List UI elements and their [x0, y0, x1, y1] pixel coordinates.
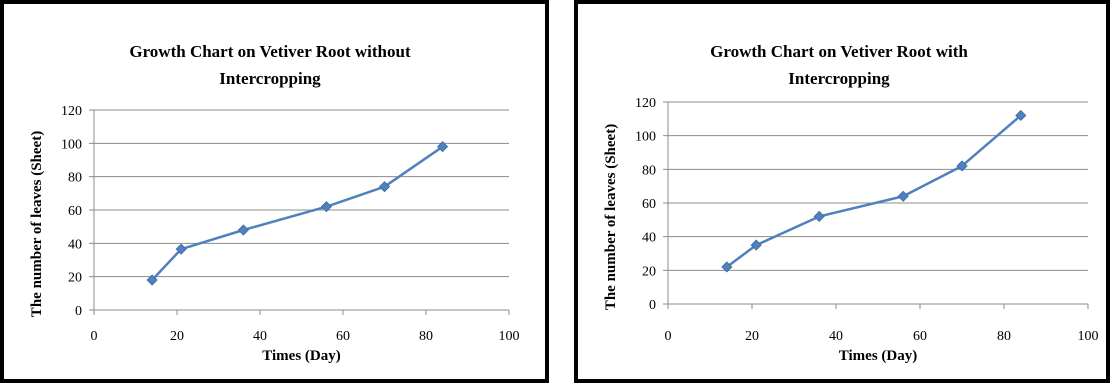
chart-panel-with-intercropping: Growth Chart on Vetiver Root with Intercr…: [574, 0, 1110, 383]
x-tick-label-60: 60: [336, 329, 350, 344]
x-tick-label-80: 80: [997, 329, 1011, 344]
data-point-day-84: [437, 141, 449, 153]
x-tick-label-100: 100: [499, 329, 520, 344]
data-point-day-21: [175, 243, 187, 255]
chart-title-line-2: Intercropping: [788, 69, 890, 88]
x-tick-label-0: 0: [665, 329, 672, 344]
data-point-day-36: [813, 210, 825, 223]
data-point-day-14: [146, 274, 158, 286]
data-point-day-70: [956, 160, 968, 172]
y-tick-label-80: 80: [642, 163, 656, 178]
y-tick-label-20: 20: [642, 264, 656, 279]
data-point-day-36: [237, 224, 249, 236]
data-point-day-56: [897, 190, 909, 202]
y-tick-label-60: 60: [642, 197, 656, 212]
x-axis-title: Times (Day): [262, 348, 340, 364]
x-tick-label-100: 100: [1078, 329, 1099, 344]
data-point-day-14: [721, 261, 733, 273]
y-tick-label-0: 0: [75, 304, 82, 319]
series-line: [151, 145, 444, 281]
chart-title-line-1: Growth Chart on Vetiver Root without: [129, 42, 411, 61]
data-point-day-21: [750, 239, 762, 251]
y-tick-label-100: 100: [61, 137, 82, 152]
y-tick-label-40: 40: [68, 237, 82, 252]
chart-title-line-1: Growth Chart on Vetiver Root with: [710, 42, 968, 61]
y-tick-label-80: 80: [68, 171, 82, 186]
x-tick-label-80: 80: [419, 329, 433, 344]
y-tick-label-40: 40: [642, 231, 656, 246]
data-point-day-70: [378, 181, 391, 193]
y-tick-label-120: 120: [635, 96, 656, 111]
y-tick-label-60: 60: [68, 204, 82, 219]
y-tick-label-100: 100: [635, 130, 656, 145]
x-axis-title: Times (Day): [839, 348, 917, 364]
data-point-day-84: [1015, 109, 1027, 122]
x-tick-label-40: 40: [253, 329, 267, 344]
chart-svg-without-intercropping: Growth Chart on Vetiver Root without Inte…: [29, 42, 520, 364]
y-axis-title: The number of leaves (Sheet): [603, 124, 619, 310]
y-tick-label-20: 20: [68, 271, 82, 286]
data-point-day-56: [320, 201, 332, 213]
y-tick-label-0: 0: [649, 298, 656, 313]
x-tick-label-0: 0: [91, 329, 98, 344]
series-line: [726, 114, 1022, 268]
x-tick-label-20: 20: [745, 329, 759, 344]
chart-panel-without-intercropping: Growth Chart on Vetiver Root without Inte…: [0, 0, 549, 383]
chart-svg-with-intercropping: Growth Chart on Vetiver Root with Intercr…: [603, 42, 1099, 364]
chart-title-line-2: Intercropping: [219, 69, 321, 88]
x-tick-label-40: 40: [829, 329, 843, 344]
y-axis-title: The number of leaves (Sheet): [29, 131, 45, 317]
x-tick-label-60: 60: [913, 329, 927, 344]
x-tick-label-20: 20: [170, 329, 184, 344]
y-tick-label-120: 120: [61, 104, 82, 119]
